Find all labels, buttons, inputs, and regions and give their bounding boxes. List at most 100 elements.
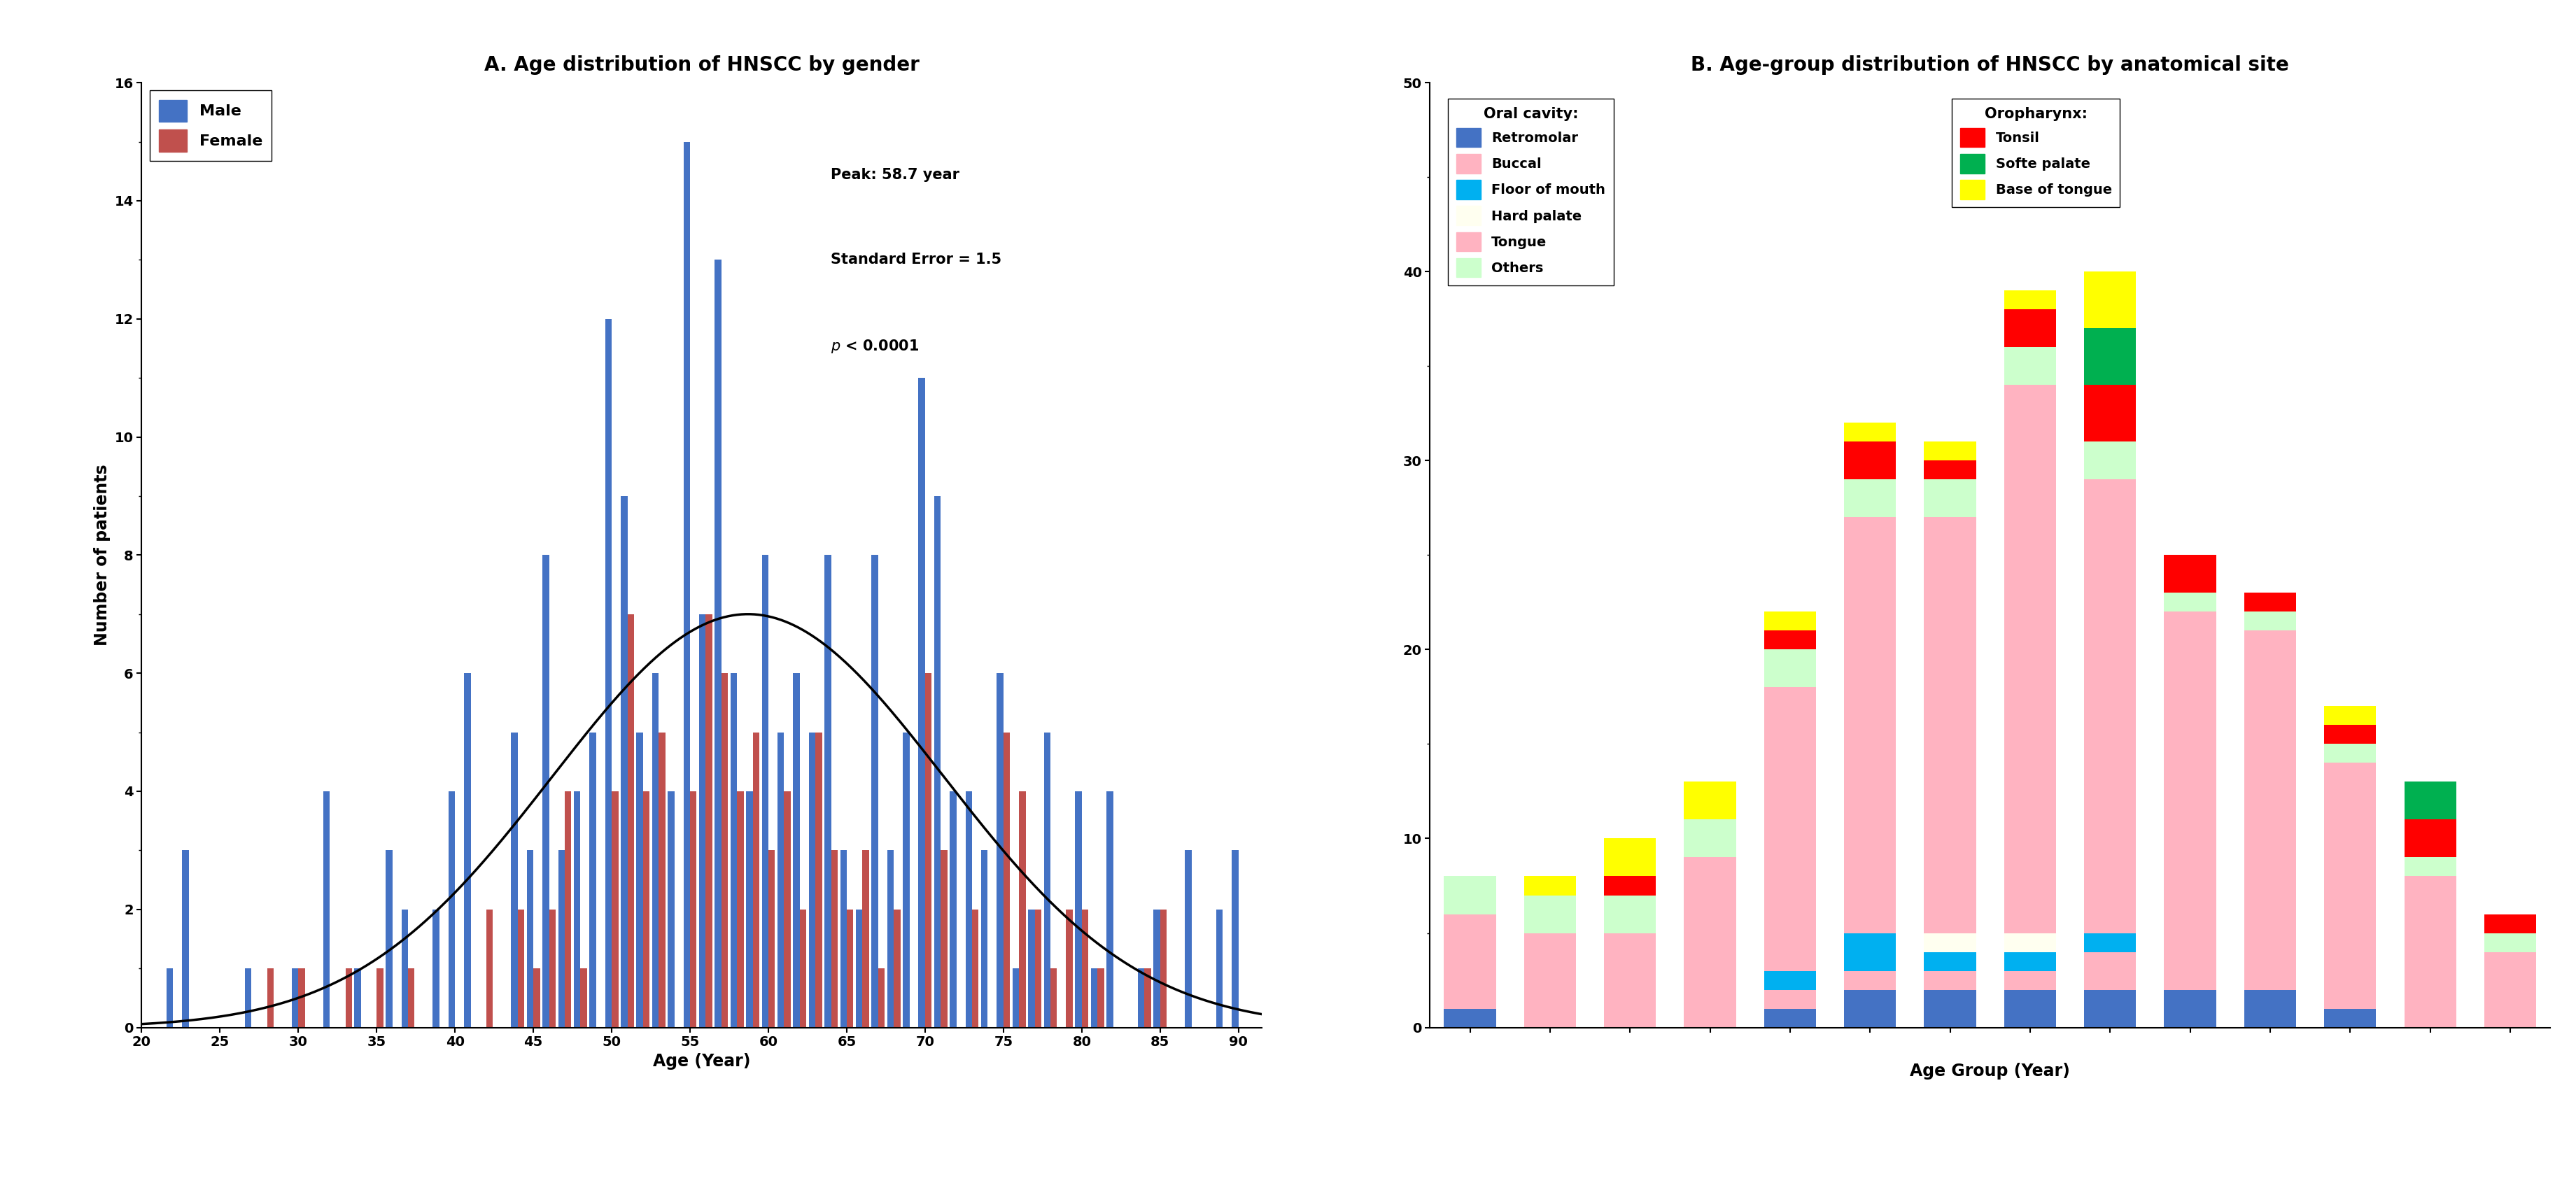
Bar xyxy=(1216,909,1224,1027)
Bar xyxy=(793,673,799,1027)
Bar xyxy=(1685,857,1736,1009)
Bar xyxy=(402,909,407,1027)
Bar xyxy=(1043,732,1051,1027)
Bar xyxy=(1924,461,1976,479)
Bar xyxy=(698,614,706,1027)
Text: $p$ < 0.0001: $p$ < 0.0001 xyxy=(829,338,920,354)
Bar xyxy=(1924,517,1976,933)
Bar xyxy=(1765,687,1816,971)
Bar xyxy=(1525,895,1577,933)
Bar xyxy=(799,909,806,1027)
Bar xyxy=(1051,968,1056,1027)
Bar xyxy=(886,850,894,1027)
Bar xyxy=(1445,1009,1497,1027)
Bar xyxy=(1924,971,1976,990)
Bar xyxy=(533,968,541,1027)
Bar xyxy=(659,732,665,1027)
Bar xyxy=(2244,593,2295,612)
Bar xyxy=(376,968,384,1027)
Bar xyxy=(925,673,933,1027)
Bar xyxy=(564,791,572,1027)
Bar xyxy=(1525,933,1577,1027)
Bar xyxy=(2004,990,2056,1027)
Bar xyxy=(2084,442,2136,479)
Bar xyxy=(1844,479,1896,517)
Bar xyxy=(2324,744,2375,763)
Bar xyxy=(1605,895,1656,933)
Bar xyxy=(762,555,768,1027)
Bar xyxy=(855,909,863,1027)
Bar xyxy=(2084,990,2136,1027)
Bar xyxy=(2483,952,2537,1027)
Bar xyxy=(183,850,188,1027)
Bar xyxy=(2164,555,2215,593)
Bar xyxy=(2004,291,2056,309)
Bar xyxy=(824,555,832,1027)
Bar xyxy=(1924,479,1976,517)
Bar xyxy=(2004,971,2056,990)
Bar xyxy=(636,732,644,1027)
Bar xyxy=(2084,933,2136,952)
Bar xyxy=(652,673,659,1027)
Legend: Tonsil, Softe palate, Base of tongue: Tonsil, Softe palate, Base of tongue xyxy=(1953,99,2120,208)
Bar xyxy=(245,968,252,1027)
Bar xyxy=(2084,385,2136,442)
Bar xyxy=(299,968,304,1027)
Bar xyxy=(291,968,299,1027)
Bar xyxy=(894,909,902,1027)
Bar xyxy=(981,850,987,1027)
Bar xyxy=(2244,631,2295,952)
Bar xyxy=(1685,782,1736,820)
Bar xyxy=(878,968,884,1027)
Bar xyxy=(2403,820,2458,857)
Bar xyxy=(768,850,775,1027)
Bar xyxy=(2164,593,2215,612)
Bar xyxy=(2324,706,2375,725)
Bar xyxy=(528,850,533,1027)
Bar xyxy=(1525,876,1577,895)
Bar xyxy=(1066,909,1072,1027)
Bar xyxy=(510,732,518,1027)
Title: A. Age distribution of HNSCC by gender: A. Age distribution of HNSCC by gender xyxy=(484,56,920,76)
Bar xyxy=(951,791,956,1027)
Bar xyxy=(940,850,948,1027)
Bar xyxy=(2084,272,2136,328)
Bar xyxy=(902,732,909,1027)
Bar xyxy=(1844,933,1896,971)
Bar xyxy=(1924,933,1976,952)
Bar xyxy=(590,732,595,1027)
Bar xyxy=(1074,791,1082,1027)
Bar xyxy=(1844,971,1896,990)
Bar xyxy=(386,850,392,1027)
Bar xyxy=(2324,725,2375,744)
Bar xyxy=(1028,909,1036,1027)
Bar xyxy=(935,496,940,1027)
Bar xyxy=(2403,857,2458,876)
Y-axis label: Number of patients: Number of patients xyxy=(93,464,111,646)
Bar xyxy=(1139,968,1144,1027)
Bar xyxy=(549,909,556,1027)
Bar xyxy=(268,968,273,1027)
Bar xyxy=(1090,968,1097,1027)
Bar xyxy=(574,791,580,1027)
Bar xyxy=(1097,968,1105,1027)
Bar xyxy=(1924,952,1976,971)
Bar xyxy=(1445,876,1497,914)
Bar xyxy=(706,614,714,1027)
Bar xyxy=(840,850,848,1027)
Bar xyxy=(752,732,760,1027)
Bar xyxy=(544,555,549,1027)
Bar xyxy=(167,968,173,1027)
Bar xyxy=(407,968,415,1027)
Bar xyxy=(621,496,629,1027)
Bar xyxy=(322,791,330,1027)
X-axis label: Age Group (Year): Age Group (Year) xyxy=(1909,1063,2071,1079)
Bar xyxy=(355,968,361,1027)
Bar xyxy=(1844,990,1896,1027)
Bar xyxy=(1844,423,1896,442)
Bar xyxy=(1924,442,1976,461)
Bar xyxy=(1685,820,1736,857)
Bar xyxy=(2004,347,2056,385)
Bar xyxy=(2164,612,2215,990)
Bar xyxy=(1765,631,1816,650)
